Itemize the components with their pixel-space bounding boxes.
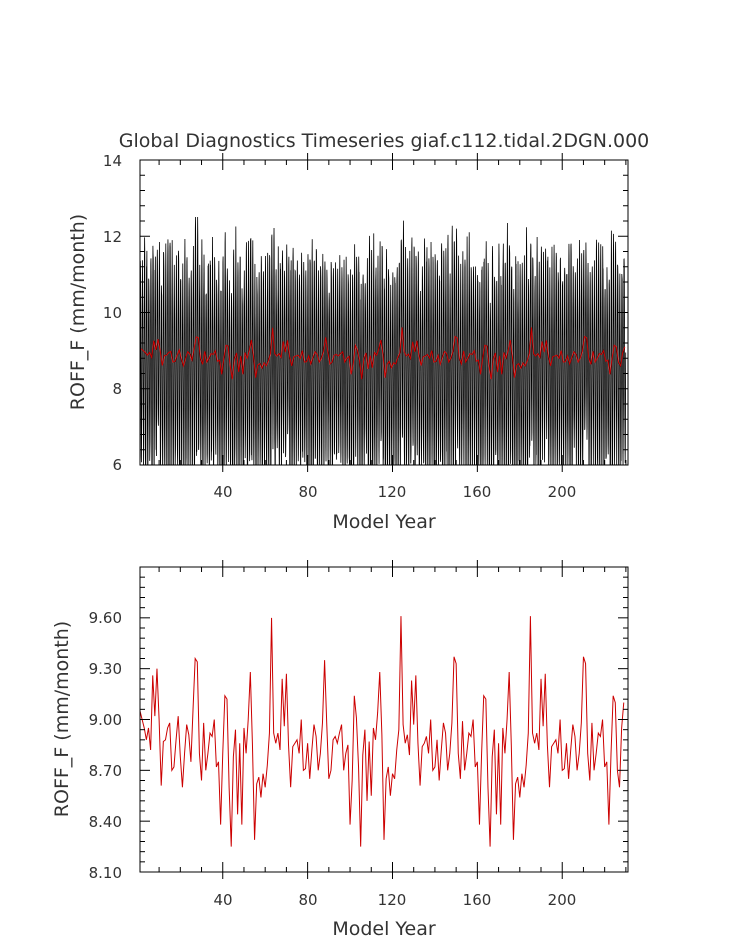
top-x-axis-label: Model Year <box>332 511 436 533</box>
bottom-chart: 8.10 8.40 8.70 9.00 9.30 9.60 40 80 120 … <box>51 560 629 940</box>
bottom-x-axis-label: Model Year <box>332 918 436 940</box>
top-y-axis-label: ROFF_F (mm/month) <box>67 214 89 410</box>
top-x-tick-label: 120 <box>378 483 407 501</box>
bottom-x-tick-label: 200 <box>548 891 577 909</box>
top-chart-title: Global Diagnostics Timeseries giaf.c112.… <box>119 130 650 152</box>
bottom-y-tick-label: 8.70 <box>89 762 122 780</box>
top-y-tick-label: 12 <box>103 228 122 246</box>
bottom-x-tick-label: 160 <box>463 891 492 909</box>
top-y-tick-label: 14 <box>103 152 122 170</box>
top-y-tick-label: 10 <box>103 304 122 322</box>
bottom-y-tick-label: 9.00 <box>89 711 122 729</box>
monthly-series-line <box>140 216 627 465</box>
bottom-y-tick-label: 8.40 <box>89 813 122 831</box>
top-x-tick-label: 40 <box>213 483 232 501</box>
bottom-x-tick-label: 120 <box>378 891 407 909</box>
top-chart: 6 8 10 12 14 40 80 120 160 200 Model Yea… <box>67 152 629 533</box>
bottom-x-tick-label: 40 <box>213 891 232 909</box>
bottom-y-tick-label: 9.60 <box>89 609 122 627</box>
top-y-tick-label: 6 <box>112 456 122 474</box>
annual-mean-line-top <box>140 327 626 380</box>
bottom-y-axis-label: ROFF_F (mm/month) <box>51 621 73 817</box>
bottom-y-tick-label: 9.30 <box>89 660 122 678</box>
top-x-tick-label: 200 <box>548 483 577 501</box>
annual-mean-line <box>140 616 625 847</box>
top-y-tick-label: 8 <box>112 380 122 398</box>
bottom-x-tick-label: 80 <box>298 891 317 909</box>
top-x-tick-label: 80 <box>298 483 317 501</box>
top-x-tick-label: 160 <box>463 483 492 501</box>
bottom-y-tick-label: 8.10 <box>89 864 122 882</box>
